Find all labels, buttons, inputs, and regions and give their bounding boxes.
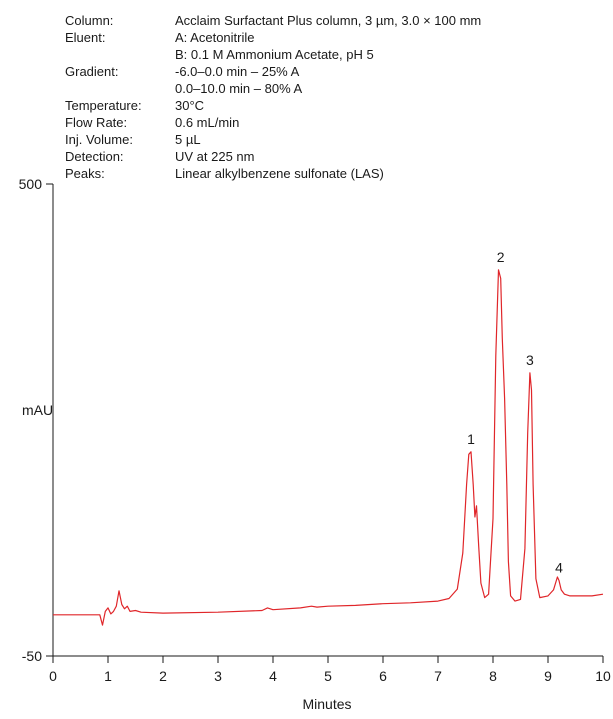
x-tick-label: 0 [49, 668, 57, 684]
condition-value: -6.0–0.0 min – 25% A [175, 64, 300, 79]
y-axis: 500 -50 mAU [19, 176, 54, 664]
peak-label: 2 [497, 249, 505, 265]
condition-value: UV at 225 nm [175, 149, 255, 164]
peak-label: 1 [467, 431, 475, 447]
peak-labels: 1 2 3 4 [467, 249, 563, 576]
condition-value: 30°C [175, 98, 205, 113]
series-layer [53, 269, 604, 626]
condition-label: Peaks: [65, 166, 105, 181]
condition-value: Acclaim Surfactant Plus column, 3 µm, 3.… [175, 13, 482, 28]
condition-label: Inj. Volume: [65, 132, 133, 147]
x-tick-label: 9 [544, 668, 552, 684]
x-tick-label: 8 [489, 668, 497, 684]
condition-label: Eluent: [65, 30, 106, 45]
condition-label: Temperature: [65, 98, 142, 113]
peak-label: 4 [555, 559, 563, 575]
x-tick-label: 10 [595, 668, 611, 684]
x-tick-label: 2 [159, 668, 167, 684]
x-tick-label: 7 [434, 668, 442, 684]
condition-value: B: 0.1 M Ammonium Acetate, pH 5 [175, 47, 374, 62]
x-tick-label: 1 [104, 668, 112, 684]
x-axis-label: Minutes [302, 696, 351, 712]
peak-label: 3 [526, 352, 534, 368]
condition-label: Detection: [65, 149, 124, 164]
chromatogram-trace [53, 269, 604, 626]
condition-value: Linear alkylbenzene sulfonate (LAS) [175, 166, 384, 181]
x-tick-label: 3 [214, 668, 222, 684]
y-tick-label-minus50: -50 [22, 648, 42, 664]
y-tick-label-500: 500 [19, 176, 43, 192]
x-tick-label: 4 [269, 668, 277, 684]
y-axis-label: mAU [22, 402, 53, 418]
condition-value: 0.0–10.0 min – 80% A [175, 81, 303, 96]
x-tick-label: 5 [324, 668, 332, 684]
condition-value: 0.6 mL/min [175, 115, 240, 130]
condition-value: 5 µL [175, 132, 201, 147]
x-axis: Minutes 0 1 2 3 4 5 6 7 8 9 10 [49, 655, 611, 712]
x-tick-label: 6 [379, 668, 387, 684]
condition-label: Column: [65, 13, 114, 28]
condition-label: Flow Rate: [65, 115, 128, 130]
condition-value: A: Acetonitrile [175, 30, 255, 45]
condition-label: Gradient: [65, 64, 119, 79]
